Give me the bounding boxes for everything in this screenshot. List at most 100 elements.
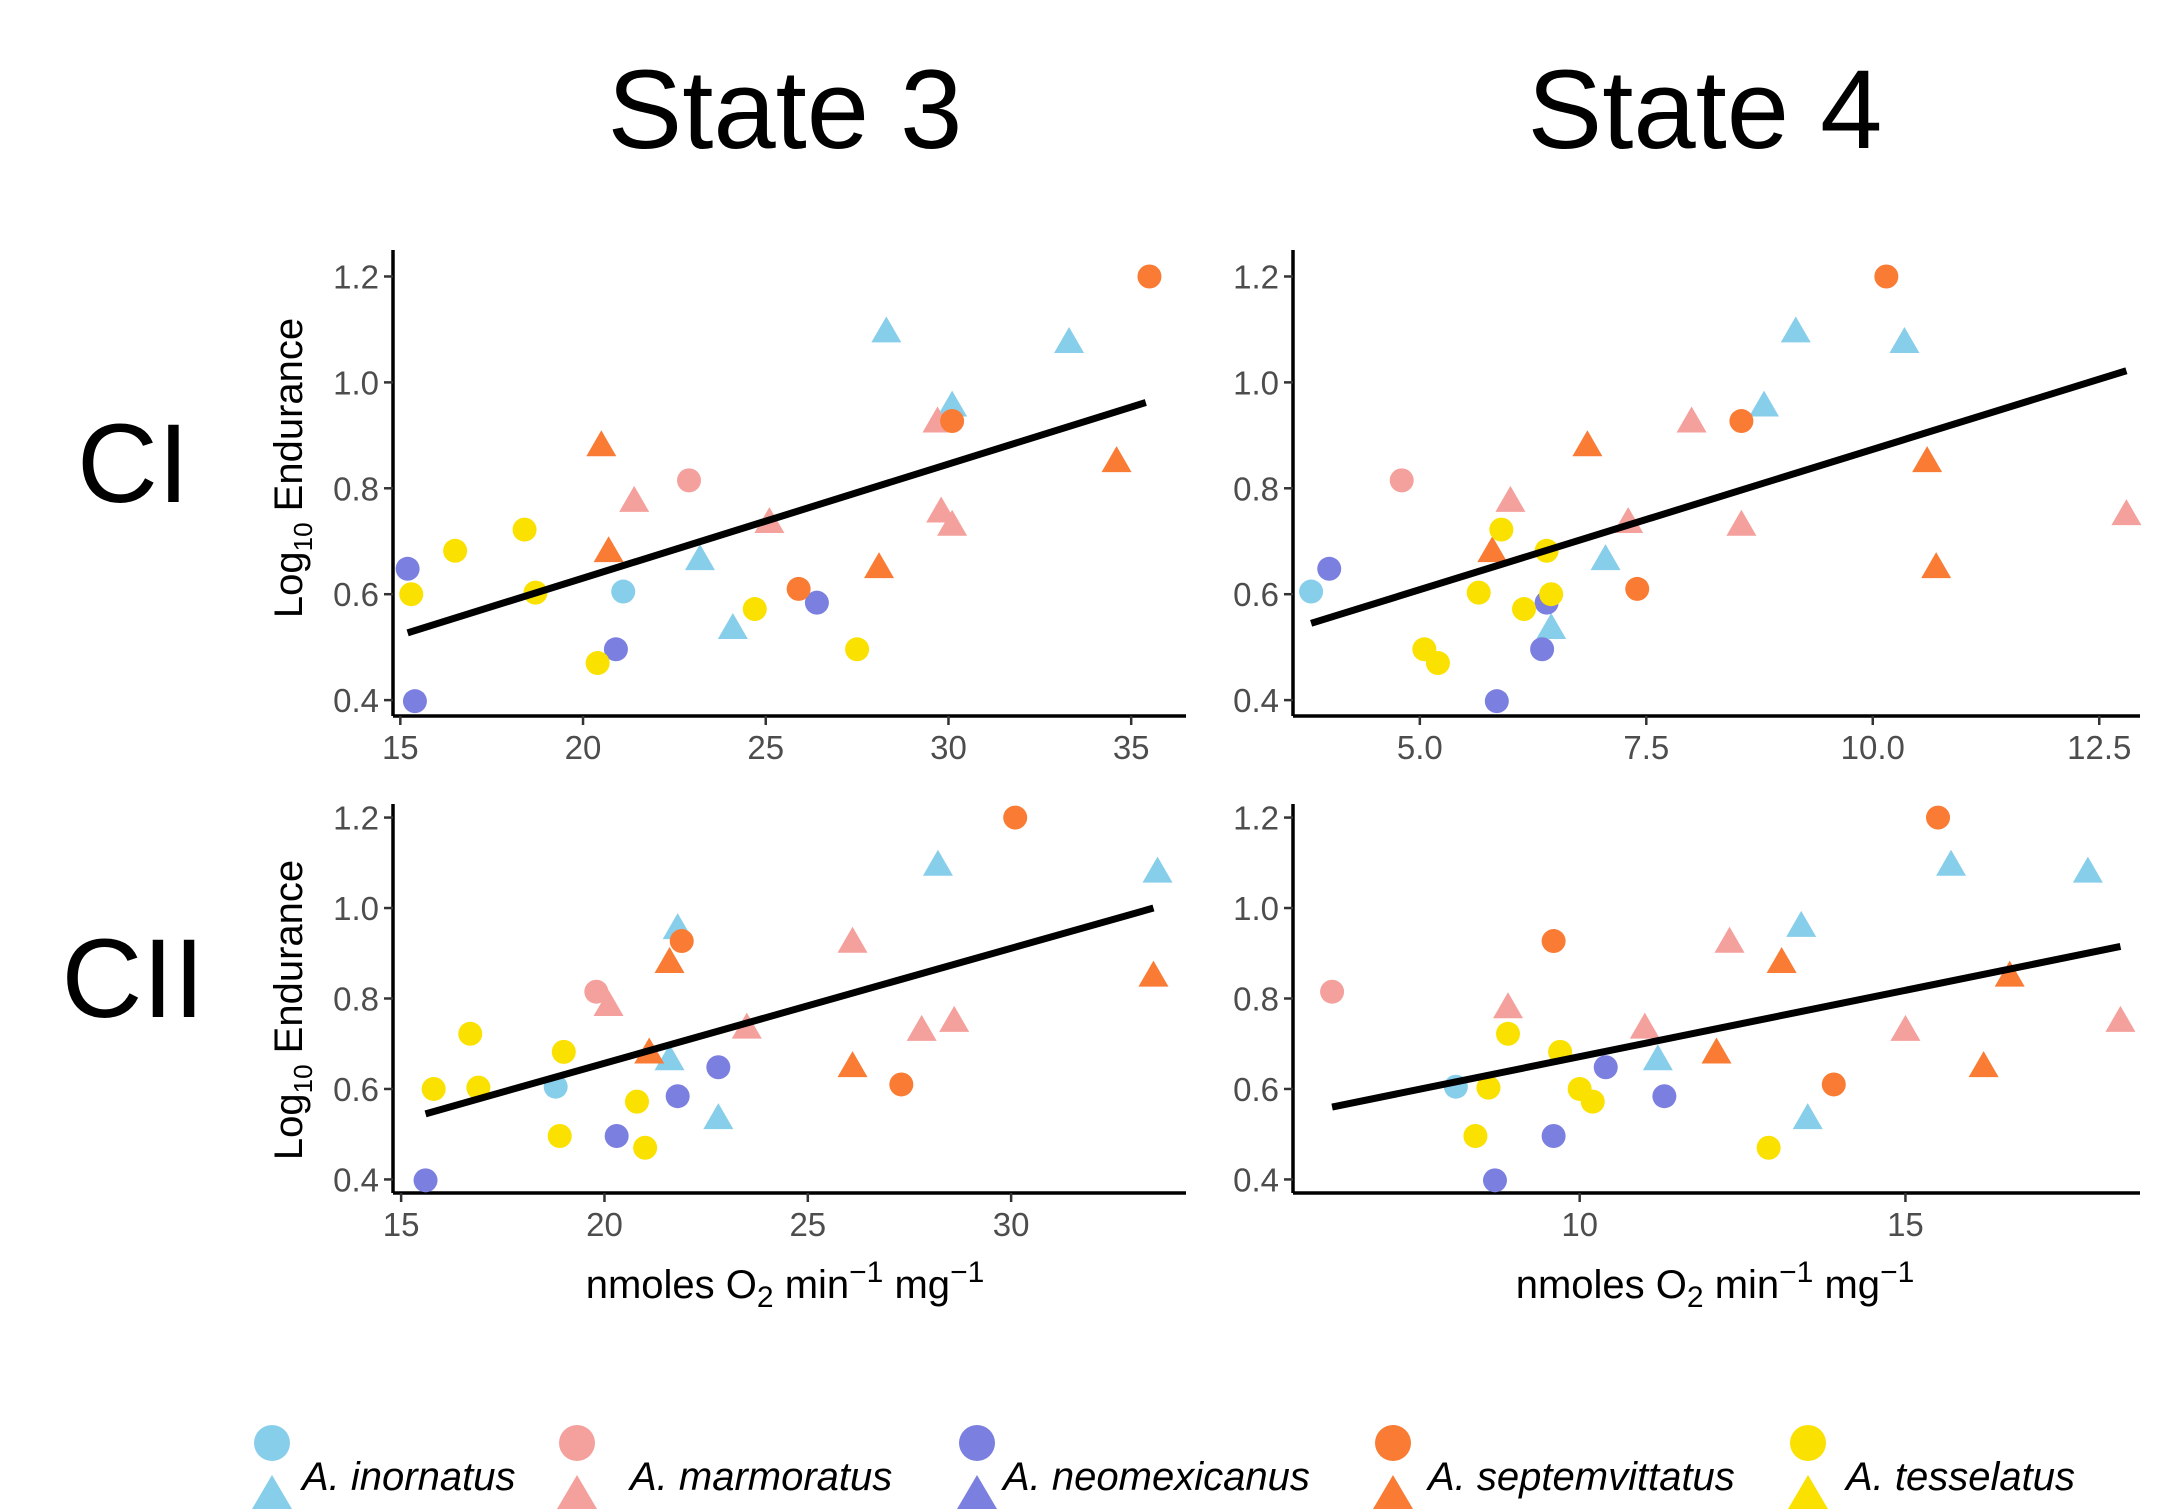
point-inornatus-triangle [1142,856,1173,883]
legend-item-tesselatus: A. tesselatus [1788,1425,2075,1509]
y-tick-label: 1.0 [333,890,379,927]
point-tesselatus-circle [1539,582,1564,607]
point-tesselatus-circle [585,651,610,676]
point-marmoratus-triangle [1726,509,1757,536]
point-tesselatus-circle [1476,1075,1501,1100]
point-inornatus-triangle [1054,327,1085,354]
x-tick-label: 12.5 [2067,729,2131,766]
point-neomexicanus-circle [1530,637,1555,662]
legend-triangle-key [957,1475,997,1509]
point-marmoratus-triangle [1676,406,1707,433]
point-inornatus-triangle [1536,612,1567,639]
point-tesselatus-circle [551,1039,576,1064]
point-septemvittatus-triangle [1766,947,1797,974]
x-tick-label: 15 [1887,1206,1924,1243]
point-septemvittatus-triangle [593,536,624,563]
point-marmoratus-triangle [619,485,650,512]
point-neomexicanus-circle [402,689,427,714]
point-septemvittatus-triangle [1138,960,1169,987]
y-tick-label: 0.4 [333,1161,379,1198]
y-tick-label: 1.0 [333,364,379,401]
point-marmoratus-triangle [1714,926,1745,953]
x-tick-label: 20 [586,1206,623,1243]
point-inornatus-triangle [684,544,715,571]
point-septemvittatus-triangle [837,1051,868,1078]
point-inornatus-triangle [871,316,902,343]
point-inornatus-triangle [1780,316,1811,343]
point-neomexicanus-circle [1593,1055,1618,1080]
point-inornatus-triangle [1792,1103,1823,1130]
point-tesselatus-circle [1466,580,1491,605]
point-neomexicanus-circle [1482,1168,1507,1193]
point-inornatus-triangle [922,849,953,876]
panel-ci-state-3: 0.4 0.6 0.8 1.0 1.2 15 20 25 30 35 [333,250,1186,766]
point-marmoratus-triangle [1629,1012,1660,1039]
point-tesselatus-circle [1489,517,1514,542]
column-title-state-3: State 3 [608,47,963,172]
point-septemvittatus-circle [1729,409,1754,434]
point-marmoratus-triangle [937,509,968,536]
point-septemvittatus-triangle [1572,430,1603,457]
point-tesselatus-circle [1756,1135,1781,1160]
point-marmoratus-circle [584,979,609,1004]
point-septemvittatus-triangle [1968,1051,1999,1078]
y-tick-label: 0.6 [1233,576,1279,613]
point-inornatus-triangle [2072,856,2103,883]
regression-line [1331,943,2122,1111]
legend-label: A. septemvittatus [1426,1455,1735,1499]
legend-label: A. tesselatus [1844,1455,2075,1499]
point-inornatus-circle [611,579,636,604]
y-tick-label: 0.6 [1233,1071,1279,1108]
legend-item-septemvittatus: A. septemvittatus [1373,1425,1735,1509]
x-tick-label: 35 [1113,729,1150,766]
point-septemvittatus-triangle [586,430,617,457]
legend-circle-key [254,1425,290,1461]
point-neomexicanus-circle [604,1124,629,1149]
point-inornatus-triangle [654,1044,685,1071]
legend-circle-key [559,1425,595,1461]
point-inornatus-triangle [1590,544,1621,571]
y-tick-label: 1.2 [1233,800,1279,837]
regression-line [406,399,1147,637]
legend-label: A. inornatus [300,1455,515,1499]
x-tick-label: 5.0 [1397,729,1443,766]
legend-label: A. marmoratus [628,1455,892,1499]
panel-ci-state-4: 0.4 0.6 0.8 1.0 1.2 5.0 7.5 10.0 12.5 [1233,250,2142,766]
point-septemvittatus-triangle [864,552,895,579]
y-axis-label-ci: Log10 Endurance [267,318,318,618]
point-tesselatus-circle [1425,651,1450,676]
y-tick-label: 0.8 [1233,981,1279,1018]
row-title-ci: CI [77,401,189,526]
point-inornatus-triangle [1786,910,1817,937]
panel-cii-state-4: 0.4 0.6 0.8 1.0 1.2 10 15 [1233,800,2140,1243]
x-tick-label: 15 [382,729,419,766]
point-neomexicanus-circle [1484,689,1509,714]
x-tick-label: 7.5 [1623,729,1669,766]
point-septemvittatus-triangle [1921,552,1952,579]
legend-circle-key [1375,1425,1411,1461]
x-tick-label: 30 [993,1206,1030,1243]
point-septemvittatus-triangle [654,947,685,974]
x-axis-label-state-4: nmoles O2 min−1 mg−1 [1516,1256,1915,1314]
point-tesselatus-circle [1580,1089,1605,1114]
x-tick-label: 15 [383,1206,420,1243]
point-inornatus-triangle [937,390,968,417]
point-inornatus-triangle [1642,1044,1673,1071]
y-tick-label: 0.8 [333,981,379,1018]
point-tesselatus-circle [421,1076,446,1101]
y-tick-label: 0.4 [1233,1161,1279,1198]
point-neomexicanus-circle [706,1055,731,1080]
x-tick-label: 25 [789,1206,826,1243]
point-tesselatus-circle [1512,597,1536,622]
point-neomexicanus-circle [395,556,420,581]
point-marmoratus-circle [677,468,702,493]
point-septemvittatus-circle [940,409,965,434]
regression-line [1310,367,2128,627]
point-neomexicanus-circle [1317,556,1342,581]
legend-item-neomexicanus: A. neomexicanus [957,1425,1310,1509]
y-axis-label-cii: Log10 Endurance [267,860,318,1160]
point-septemvittatus-triangle [1912,446,1943,473]
x-tick-label: 25 [747,729,784,766]
point-marmoratus-triangle [2105,1005,2136,1032]
